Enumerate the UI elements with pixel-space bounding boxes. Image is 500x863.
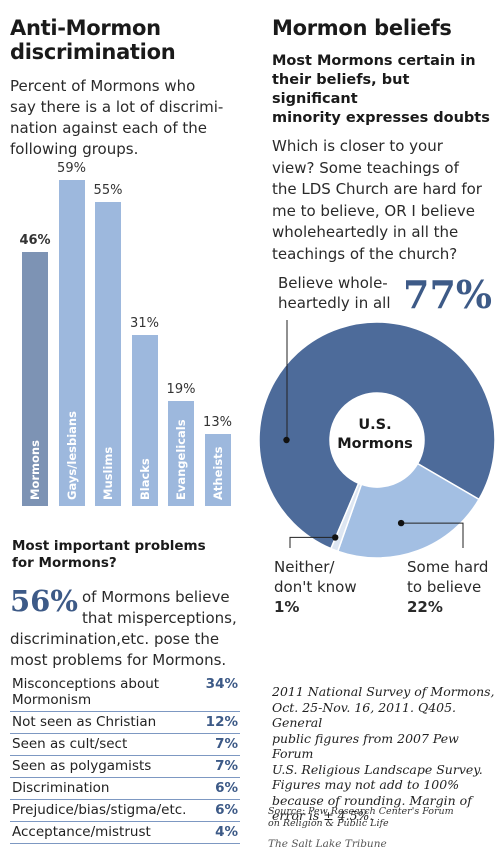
bar-category-label: Muslims [101, 446, 115, 500]
donut-center-label: U.S. Mormons [337, 417, 413, 452]
table-row: Not seen as Christian 12% [10, 711, 240, 734]
newspaper-credit: The Salt Lake Tribune [268, 838, 387, 850]
hard-leader-line [401, 522, 464, 548]
stat-text-cont: discrimination,etc. pose the most proble… [10, 630, 227, 669]
problem-value: 4% [197, 821, 240, 844]
bar-value-label: 31% [130, 315, 159, 331]
neither-label: Neither/ don't know 1% [274, 558, 357, 616]
problem-label: Not seen as Christian [10, 711, 197, 734]
big-stat-56: 56% [10, 584, 78, 618]
hard-label: Some hard to believe 22% [407, 558, 489, 616]
believe-leader-line [286, 320, 288, 441]
stat-text: of Mormons believe that misperceptions, [82, 588, 237, 627]
right-title: Mormon beliefs [272, 16, 452, 40]
believe-value: 77% [403, 272, 492, 317]
bar-chart-intro: Percent of Mormons who say there is a lo… [10, 77, 224, 158]
beliefs-donut-chart [258, 320, 496, 559]
discrimination-bar-chart: Mormons 46% Gays/lesbians 59% Muslims 55% Blac… [0, 0, 250, 520]
bar-category-label: Blacks [137, 458, 152, 500]
problem-value: 6% [197, 799, 240, 822]
table-row: Acceptance/mistrust 4% [10, 821, 240, 844]
donut-slice-believe [258, 321, 496, 550]
bar-value-label: 59% [57, 161, 86, 177]
problems-table: Misconceptions about Mormonism 34% Not se… [10, 674, 240, 844]
hard-value: 22% [407, 598, 443, 616]
bar-gays-lesbians [58, 180, 85, 506]
neither-leader-dot [332, 534, 339, 541]
bar-category-label: Mormons [28, 440, 42, 500]
problem-label: Acceptance/mistrust [10, 821, 197, 844]
bar-value-label: 13% [203, 415, 232, 431]
problem-value: 12% [197, 711, 240, 734]
bar-category-label: Evangelicals [174, 419, 188, 500]
right-subtitle: Most Mormons certain in their beliefs, b… [272, 53, 490, 126]
bar-blacks [131, 334, 158, 506]
problem-label: Seen as cult/sect [10, 733, 197, 756]
bar-evangelicals [168, 401, 194, 506]
table-row: Seen as polygamists 7% [10, 755, 240, 778]
bar-atheists [204, 434, 231, 506]
problem-value: 6% [197, 777, 240, 800]
problem-value: 7% [197, 755, 240, 778]
neither-value: 1% [274, 598, 300, 616]
problem-value: 34% [197, 674, 240, 712]
problem-label: Prejudice/bias/stigma/etc. [10, 799, 197, 822]
survey-question: Which is closer to your view? Some teach… [272, 137, 482, 263]
problem-label: Discrimination [10, 777, 197, 800]
table-row: Seen as cult/sect 7% [10, 733, 240, 756]
bar-category-label: Atheists [210, 446, 225, 500]
table-row: Prejudice/bias/stigma/etc. 6% [10, 799, 240, 822]
bar-value-label: 55% [93, 183, 123, 199]
bar-muslims [95, 202, 121, 506]
donut-slice-neither [329, 482, 363, 553]
problem-label: Seen as polygamists [10, 755, 197, 778]
survey-note: 2011 National Survey of Mormons, Oct. 25… [272, 684, 495, 823]
neither-leader-line [289, 536, 336, 548]
hard-leader-dot [397, 519, 405, 527]
bar-mormons [22, 252, 48, 506]
believe-leader-dot [283, 436, 290, 444]
table-row: Discrimination 6% [10, 777, 240, 800]
problems-title: Most important problems for Mormons? [12, 538, 206, 571]
problem-value: 7% [197, 733, 240, 756]
believe-label: Believe whole- heartedly in all [278, 274, 391, 312]
donut-slice-hard [336, 462, 481, 559]
source-credit: Source: Pew Research Center's Forum on R… [268, 806, 454, 829]
problem-label: Misconceptions about Mormonism [10, 674, 197, 712]
bar-value-label: 19% [166, 382, 196, 398]
left-title: Anti-Mormon discrimination [10, 16, 176, 64]
bar-value-label: 46% [19, 233, 51, 249]
table-row: Misconceptions about Mormonism 34% [10, 674, 240, 712]
bar-category-label: Gays/lesbians [64, 411, 79, 500]
